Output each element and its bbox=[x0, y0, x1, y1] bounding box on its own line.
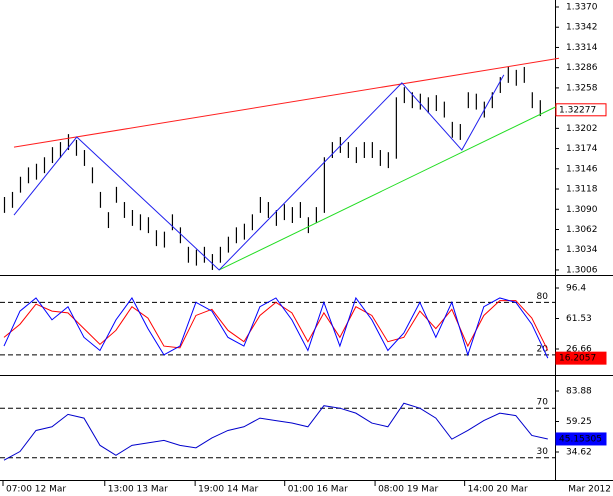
y-tick-label: 1.3314 bbox=[566, 43, 598, 53]
trendline bbox=[13, 57, 560, 148]
y-tick-label: 1.3062 bbox=[566, 225, 598, 235]
y-tick-label: 1.3286 bbox=[566, 63, 598, 73]
y-tick-label: 1.3202 bbox=[566, 124, 598, 134]
level-label: 70 bbox=[537, 398, 549, 408]
y-tick-label: 96.4 bbox=[566, 283, 586, 293]
y-tick-label: 1.3146 bbox=[566, 164, 598, 174]
level-label: 80 bbox=[537, 292, 549, 302]
x-tick-label: 07:00 12 Mar bbox=[6, 485, 66, 495]
current-value-label: 1.32277 bbox=[559, 105, 596, 115]
y-tick-label: 59.25 bbox=[566, 417, 592, 427]
current-value-box bbox=[555, 351, 607, 365]
trendline bbox=[218, 104, 560, 271]
x-tick-label: 01:00 16 Mar bbox=[288, 485, 348, 495]
current-value-label: 16.2057 bbox=[559, 354, 596, 364]
indicator-line bbox=[3, 300, 549, 351]
y-tick-label: 83.88 bbox=[566, 387, 592, 397]
y-tick-label: 1.3118 bbox=[566, 185, 598, 195]
y-tick-label: 61.53 bbox=[566, 314, 592, 324]
y-tick-label: 34.62 bbox=[566, 448, 592, 458]
current-value-box bbox=[555, 432, 607, 446]
y-tick-label: 1.3370 bbox=[566, 3, 598, 13]
y-tick-label: 1.3258 bbox=[566, 83, 598, 93]
indicator-line bbox=[3, 296, 549, 359]
x-tick-label: 08:00 19 Mar bbox=[378, 485, 438, 495]
y-tick-label: 1.3174 bbox=[566, 144, 598, 154]
indicator-line bbox=[3, 402, 548, 461]
y-tick-label: 26.66 bbox=[566, 345, 592, 355]
level-label: 20 bbox=[537, 344, 549, 354]
y-tick-label: 1.3006 bbox=[566, 265, 598, 275]
trendline bbox=[13, 74, 505, 271]
current-value-label: 45.15305 bbox=[559, 434, 602, 444]
x-tick-label: 19:00 14 Mar bbox=[198, 485, 258, 495]
current-value-box bbox=[555, 103, 607, 117]
period-label: Mar 2012 bbox=[568, 485, 611, 495]
y-tick-label: 1.3342 bbox=[566, 23, 598, 33]
x-tick-label: 13:00 13 Mar bbox=[108, 485, 168, 495]
y-tick-label: 1.3034 bbox=[566, 245, 598, 255]
x-tick-label: 14:00 20 Mar bbox=[468, 485, 528, 495]
y-tick-label: 1.3090 bbox=[566, 205, 598, 215]
level-label: 30 bbox=[537, 447, 549, 457]
